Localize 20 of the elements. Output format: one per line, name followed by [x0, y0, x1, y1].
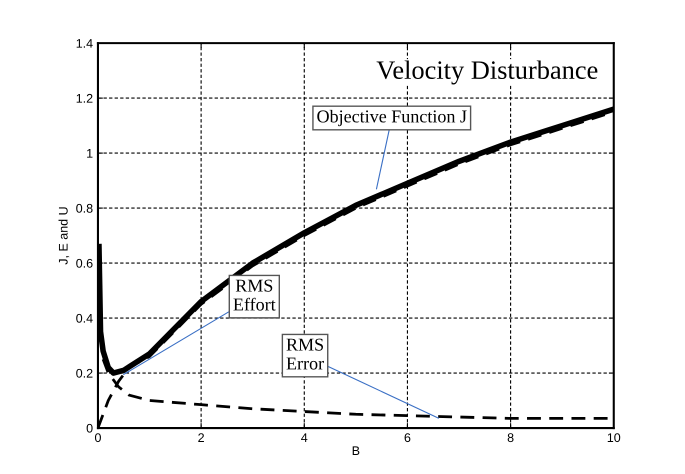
y-tick-label: 1.4 [76, 39, 93, 48]
y-tick-label: 0.6 [76, 258, 93, 268]
y-tick-label: 0.8 [76, 204, 93, 213]
annotation: RMS Effort [233, 280, 276, 311]
x-tick-label: 10 [608, 433, 620, 442]
x-tick-label: 6 [404, 433, 410, 442]
y-tick-label: 0 [86, 424, 93, 433]
y-tick-label: 1 [87, 149, 92, 158]
x-tick-label: 8 [508, 433, 514, 442]
y-tick-label: 1.2 [76, 94, 92, 103]
x-tick-label: 2 [198, 433, 204, 442]
x-tick-label: 0 [94, 433, 101, 442]
y-tick-label: 0.4 [76, 314, 93, 323]
y-tick-label: 0.2 [76, 368, 92, 378]
x-tick-label: 4 [301, 433, 308, 442]
annotation: Objective Function J [317, 110, 467, 126]
text: Velocity Disturbance [376, 60, 598, 84]
x-axis-title: B [352, 446, 360, 455]
y-axis-title: J, E and U [58, 207, 70, 265]
annotation: RMS Error [286, 338, 324, 370]
